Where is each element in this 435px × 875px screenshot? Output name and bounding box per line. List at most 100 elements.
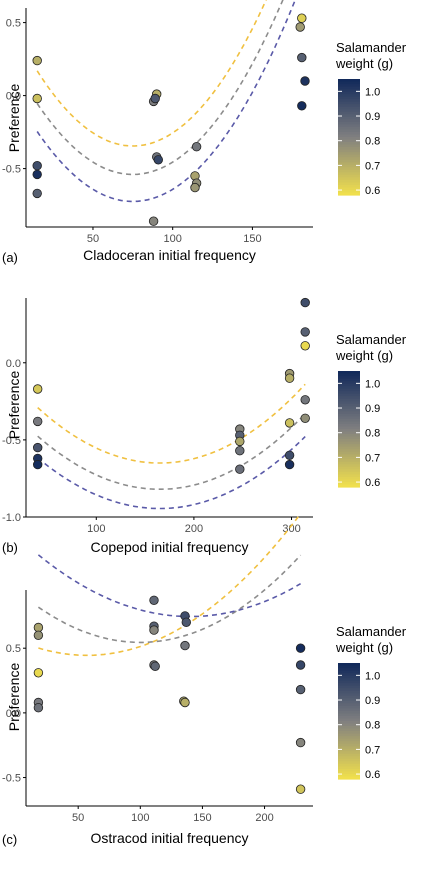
colorbar-segment (338, 137, 360, 141)
colorbar-segment (338, 690, 360, 694)
colorbar-segment (338, 708, 360, 712)
colorbar-segment (338, 104, 360, 108)
data-point (295, 684, 306, 695)
colorbar-tick-label: 0.7 (365, 452, 380, 464)
colorbar-tick-label: 0.8 (365, 720, 380, 732)
fit-curve-weight-1 (37, 554, 301, 618)
data-point (284, 373, 295, 383)
colorbar-segment (338, 116, 360, 120)
colorbar-segment (338, 111, 360, 115)
colorbar-segment (338, 144, 360, 148)
colorbar-segment (338, 700, 360, 704)
fit-curve-weight-0-8 (37, 413, 306, 491)
colorbar-segment (338, 683, 360, 687)
colorbar-segment (338, 134, 360, 138)
data-point (235, 446, 245, 456)
colorbar-segment (338, 449, 360, 453)
data-point (32, 188, 42, 199)
colorbar-segment (338, 86, 360, 90)
colorbar-segment (338, 101, 360, 105)
colorbar-segment (338, 436, 360, 440)
y-axis-title: Preference (6, 84, 22, 153)
fit-curve-weight-1 (36, 0, 297, 203)
colorbar-segment (338, 673, 360, 677)
colorbar-segment (338, 710, 360, 715)
colorbar-segment (338, 469, 360, 473)
colorbar-segment (338, 159, 360, 163)
colorbar-segment (338, 698, 360, 702)
fit-curve-weight-0-8 (36, 0, 284, 176)
data-point (32, 55, 42, 66)
data-point (181, 617, 192, 628)
colorbar-segment (338, 663, 360, 667)
x-tick-label: 150 (193, 812, 211, 824)
legend-title: Salamander (336, 40, 407, 55)
colorbar-segment (338, 705, 360, 709)
y-tick-label: 0.0 (6, 708, 21, 720)
data-point (33, 703, 44, 713)
colorbar-segment (338, 109, 360, 113)
x-tick-label: 100 (164, 233, 182, 245)
colorbar-segment (338, 124, 360, 128)
colorbar-segment (338, 718, 360, 722)
data-point (150, 93, 160, 104)
colorbar-segment (338, 162, 360, 166)
colorbar-segment (338, 761, 360, 765)
colorbar-segment (338, 758, 360, 762)
colorbar-tick-label: 0.8 (365, 136, 380, 148)
data-point (150, 661, 160, 672)
colorbar-segment (338, 763, 360, 767)
colorbar-segment (338, 776, 360, 780)
colorbar-segment (338, 756, 360, 760)
fit-curve-weight-0-6 (37, 383, 306, 464)
colorbar-tick-label: 0.7 (365, 160, 380, 172)
data-point (300, 297, 310, 308)
colorbar-segment (338, 147, 360, 151)
data-point (297, 101, 307, 111)
colorbar-segment (338, 119, 360, 123)
colorbar-segment (338, 131, 360, 136)
colorbar-tick-label: 1.0 (365, 670, 380, 682)
colorbar-tick-label: 0.9 (365, 403, 380, 415)
data-point (190, 182, 200, 193)
colorbar-segment (338, 773, 360, 778)
colorbar-segment (338, 741, 360, 745)
colorbar-segment (338, 114, 360, 118)
data-point (295, 22, 305, 32)
data-point (191, 141, 202, 152)
colorbar-segment (338, 665, 360, 669)
colorbar-segment (338, 152, 360, 156)
colorbar-segment (338, 713, 360, 717)
colorbar-segment (338, 381, 360, 385)
colorbar-segment (338, 94, 360, 98)
colorbar-segment (338, 396, 360, 400)
colorbar-segment (338, 388, 360, 392)
colorbar-segment (338, 142, 360, 146)
colorbar-segment (338, 444, 360, 448)
colorbar-segment (338, 726, 360, 730)
fit-curve-weight-0-6 (36, 0, 267, 147)
colorbar-segment (338, 464, 360, 468)
colorbar-tick-label: 0.6 (365, 185, 380, 197)
colorbar-segment (338, 129, 360, 133)
data-point (32, 93, 42, 104)
colorbar-segment (338, 157, 360, 161)
colorbar-segment (338, 406, 360, 410)
colorbar-segment (338, 766, 360, 770)
colorbar-segment (338, 748, 360, 752)
colorbar-segment (338, 99, 360, 103)
colorbar-segment (338, 391, 360, 395)
data-point (180, 640, 190, 651)
colorbar-segment (338, 675, 360, 679)
colorbar-segment (338, 476, 360, 481)
colorbar-segment (338, 84, 360, 88)
colorbar-segment (338, 728, 360, 732)
data-point (284, 459, 295, 470)
y-axis-title: Preference (6, 371, 22, 440)
legend-title: Salamander (336, 624, 407, 639)
colorbar-segment (338, 421, 360, 425)
x-tick-label: 50 (87, 233, 99, 245)
x-tick-label: 100 (87, 523, 105, 535)
colorbar-segment (338, 154, 360, 158)
